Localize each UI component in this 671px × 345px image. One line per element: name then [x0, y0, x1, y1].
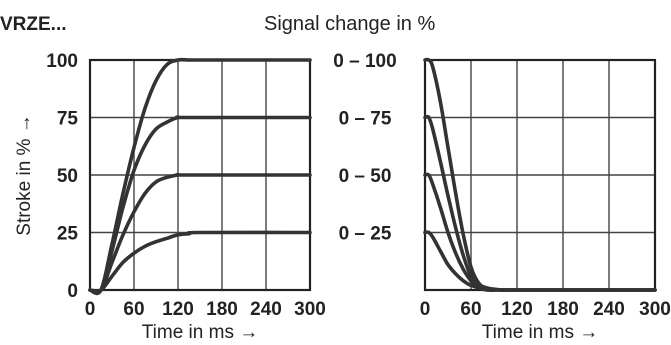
corner-label: VRZE...: [0, 14, 67, 35]
right-x-axis-label: Time in ms →: [482, 322, 598, 343]
c0-series-line-1: [88, 115, 312, 295]
series-label: 0 – 100: [333, 51, 396, 72]
c1-x-tick-label: 120: [501, 299, 533, 320]
c0-y-tick-label: 25: [57, 224, 79, 245]
series-label: 0 – 75: [339, 109, 392, 130]
c0-x-tick-label: 180: [206, 299, 238, 320]
c0-y-tick-label: 0: [67, 281, 78, 302]
c1-x-tick-label: 60: [460, 299, 481, 320]
c0-x-tick-label: 120: [162, 299, 194, 320]
c0-series-line-2: [88, 173, 312, 294]
c1-x-tick-label: 300: [639, 299, 671, 320]
series-label: 0 – 25: [339, 224, 392, 245]
c0-x-tick-label: 240: [250, 299, 282, 320]
c0-x-tick-label: 300: [294, 299, 326, 320]
c1-x-tick-label: 0: [420, 299, 431, 320]
series-label-column: 0 – 100 0 – 75 0 – 50 0 – 25: [333, 51, 396, 245]
c1-series-line-3: [423, 230, 657, 292]
c0-y-tick-label: 100: [46, 51, 78, 72]
c0-series-line-3: [88, 230, 312, 293]
series-label: 0 – 50: [339, 166, 392, 187]
left-x-axis-label: Time in ms →: [142, 322, 258, 343]
c1-x-tick-label: 240: [593, 299, 625, 320]
right-chart: 0 60 120 180 240 300: [420, 57, 671, 320]
c0-x-tick-label: 60: [123, 299, 144, 320]
figure-title: Signal change in %: [264, 13, 435, 35]
c1-x-tick-label: 180: [547, 299, 579, 320]
c0-y-tick-label: 75: [57, 109, 79, 130]
y-axis-label: Stroke in % →: [14, 114, 35, 235]
left-chart: 0 60 120 180 240 300 0 25 50 75 100: [46, 51, 326, 320]
c0-y-tick-label: 50: [57, 166, 78, 187]
c0-x-tick-label: 0: [85, 299, 96, 320]
